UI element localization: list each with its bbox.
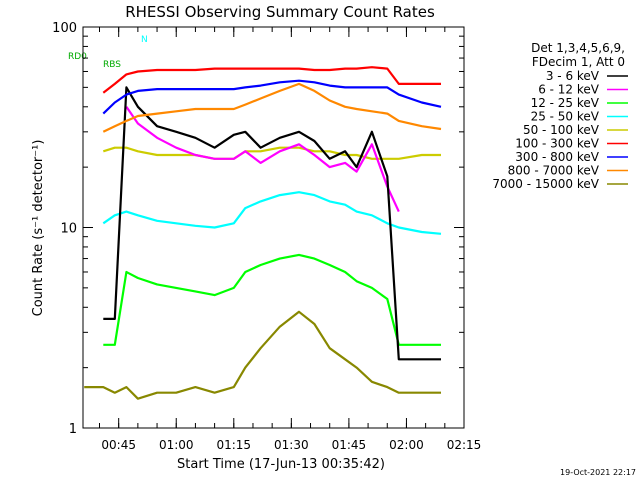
- x-tick-label: 02:00: [389, 438, 424, 452]
- flag-layer: N RD0 RBS: [68, 35, 148, 70]
- legend-label: 6 - 12 keV: [538, 83, 600, 97]
- series-line-50-100-kev: [102, 146, 441, 160]
- series-line-100-300-kev: [102, 66, 441, 94]
- x-axis-label: Start Time (17-Jun-13 00:35:42): [177, 457, 385, 472]
- series-layer: [84, 66, 442, 400]
- chart-title: RHESSI Observing Summary Count Rates: [125, 3, 435, 21]
- x-tick-label: 01:15: [216, 438, 251, 452]
- series-line-3-6-kev: [103, 86, 441, 361]
- series-line-7000-15000-kev: [84, 310, 441, 400]
- legend: Det 1,3,4,5,6,9, FDecim 1, Att 0 3 - 6 k…: [492, 41, 628, 191]
- y-tick-label: 10: [60, 222, 77, 237]
- series-line-25-50-kev: [102, 191, 442, 235]
- y-axis-label: Count Rate (s⁻¹ detector⁻¹): [31, 140, 46, 317]
- series-line-800-7000-kev: [102, 82, 442, 133]
- series-line-12-25-kev: [103, 253, 441, 346]
- flag-label-n: N: [141, 35, 148, 45]
- series-line-6-12-kev: [125, 106, 400, 213]
- legend-label: 25 - 50 keV: [531, 110, 600, 124]
- legend-header-line-2: FDecim 1, Att 0: [532, 55, 625, 69]
- timestamp: 19-Oct-2021 22:17: [560, 468, 636, 477]
- x-tick-label: 01:45: [332, 438, 367, 452]
- legend-label: 800 - 7000 keV: [508, 164, 600, 178]
- legend-label: 100 - 300 keV: [515, 137, 599, 151]
- x-tick-label: 00:45: [101, 438, 136, 452]
- legend-label: 50 - 100 keV: [523, 123, 600, 137]
- legend-label: 12 - 25 keV: [531, 96, 600, 110]
- legend-header-line-1: Det 1,3,4,5,6,9,: [531, 41, 625, 55]
- flag-label-rd0: RD0: [68, 52, 87, 62]
- y-tick-label: 100: [52, 21, 77, 36]
- y-tick-label: 1: [69, 422, 77, 437]
- axis-layer: 00:45 01:00 01:15 01:30 01:45 02:00 02:15 1 10 10…: [52, 21, 481, 452]
- legend-label: 300 - 800 keV: [515, 150, 599, 164]
- flag-label-rbs: RBS: [103, 60, 121, 70]
- x-tick-label: 01:30: [274, 438, 309, 452]
- x-tick-label: 02:15: [447, 438, 482, 452]
- legend-label: 3 - 6 keV: [546, 69, 600, 83]
- x-tick-label: 01:00: [159, 438, 194, 452]
- legend-label: 7000 - 15000 keV: [492, 177, 599, 191]
- series-line-300-800-kev: [102, 79, 442, 115]
